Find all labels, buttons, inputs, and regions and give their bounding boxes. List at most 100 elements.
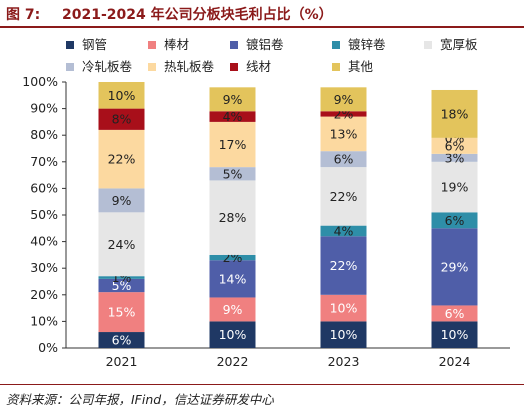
- bar-segment-series-6: [98, 188, 145, 213]
- bar-segment-series-1: [431, 321, 478, 348]
- data-label: 9%: [112, 193, 132, 208]
- bar-segment-series-7: [320, 116, 367, 152]
- legend-label: 镀锌卷: [348, 37, 386, 52]
- bar-segment-series-3: [431, 228, 478, 306]
- legend-item-2: 棒材: [148, 37, 189, 52]
- bar-stack-2021: 6%15%5%1%24%9%22%8%10%: [98, 82, 145, 348]
- bar-segment-series-5: [431, 161, 478, 213]
- data-label: 10%: [441, 327, 469, 342]
- bar-segment-series-3: [320, 236, 367, 295]
- bar-segment-series-7: [98, 129, 145, 189]
- data-label: 29%: [441, 259, 469, 274]
- legend-swatch: [148, 41, 156, 49]
- source-note: 资料来源：公司年报，IFind，信达证券研发中心: [6, 392, 274, 407]
- x-tick-label: 2022: [217, 354, 249, 369]
- axes: 0% 10% 20% 30% 40% 50% 60% 70% 80% 90% 100% 2021 202…: [22, 74, 510, 369]
- data-label: 9%: [223, 92, 243, 107]
- bar-stack-2022: 10%9%14%2%28%5%17%4%9%: [209, 87, 256, 348]
- chart-title: 2021-2024 年公司分板块毛利占比（%）: [62, 7, 333, 23]
- y-tick-label: 100%: [22, 74, 58, 89]
- legend-label: 宽厚板: [440, 37, 478, 52]
- source-divider: [0, 384, 524, 385]
- legend-swatch: [66, 41, 74, 49]
- bar-segment-series-8: [98, 108, 145, 130]
- data-label: 4%: [223, 109, 243, 124]
- bar-segment-series-2: [431, 305, 478, 322]
- y-tick-label: 0%: [38, 340, 58, 355]
- bar-segment-series-4: [320, 225, 367, 237]
- bar-segment-series-5: [320, 167, 367, 226]
- legend-swatch: [66, 63, 74, 71]
- data-label: 19%: [441, 180, 469, 195]
- bar-segment-series-2: [98, 292, 145, 333]
- legend-swatch: [148, 63, 156, 71]
- bar-segment-series-6: [431, 153, 478, 162]
- y-tick-label: 20%: [30, 287, 58, 302]
- legend-swatch: [424, 41, 432, 49]
- y-tick-label: 60%: [30, 180, 58, 195]
- legend-swatch: [332, 41, 340, 49]
- data-label: 13%: [330, 126, 358, 141]
- bar-segment-series-1: [98, 332, 145, 348]
- legend-swatch: [230, 63, 238, 71]
- bar-segment-series-9: [209, 87, 256, 112]
- bar-segment-series-1: [320, 321, 367, 348]
- bar-stack-2023: 10%10%22%4%22%6%13%2%9%: [320, 87, 367, 348]
- bar-segment-series-3: [98, 278, 145, 293]
- bar-segment-series-4: [431, 212, 478, 229]
- x-tick-label: 2024: [439, 354, 471, 369]
- legend-item-1: 钢管: [66, 37, 107, 52]
- data-label: 10%: [219, 327, 247, 342]
- data-label: 15%: [108, 305, 136, 320]
- figure-number: 图 7:: [6, 7, 41, 23]
- y-tick-label: 40%: [30, 234, 58, 249]
- data-label: 6%: [334, 152, 354, 167]
- data-label: 9%: [334, 92, 354, 107]
- bar-segment-series-7: [209, 121, 256, 168]
- data-label: 6%: [445, 306, 465, 321]
- bar-segment-series-5: [98, 212, 145, 277]
- bar-segment-series-6: [209, 167, 256, 181]
- data-label: 10%: [330, 327, 358, 342]
- data-label: 22%: [330, 258, 358, 273]
- data-label: 9%: [223, 302, 243, 317]
- data-label: 10%: [330, 301, 358, 316]
- data-label: 5%: [223, 166, 243, 181]
- data-label: 6%: [445, 213, 465, 228]
- bar-segment-series-9: [98, 82, 145, 109]
- bar-stack-2024: 10%6%29%6%19%3%6%0%18%: [431, 89, 478, 348]
- data-label: 5%: [112, 278, 132, 293]
- legend-label: 热轧板卷: [164, 59, 215, 74]
- bar-segment-series-4: [209, 254, 256, 261]
- legend-item-9: 其他: [332, 59, 374, 74]
- bar-segment-series-3: [209, 260, 256, 298]
- x-tick-label: 2023: [328, 354, 360, 369]
- data-label: 14%: [219, 271, 247, 286]
- legend-item-3: 镀铝卷: [230, 37, 284, 52]
- bar-segment-series-4: [98, 276, 145, 279]
- x-tick-label: 2021: [106, 354, 138, 369]
- data-label: 4%: [334, 223, 354, 238]
- bars: 6%15%5%1%24%9%22%8%10%10%9%14%2%28%5%17%…: [98, 82, 478, 348]
- data-label: 28%: [219, 210, 247, 225]
- data-label: 22%: [108, 152, 136, 167]
- legend-label: 线材: [246, 59, 271, 74]
- legend-item-7: 热轧板卷: [148, 59, 215, 74]
- data-label: 18%: [441, 106, 469, 121]
- data-label: 8%: [112, 112, 132, 127]
- bar-segment-series-8: [320, 111, 367, 117]
- legend-item-4: 镀锌卷: [332, 37, 386, 52]
- bar-segment-series-2: [320, 294, 367, 322]
- bar-segment-series-5: [209, 180, 256, 255]
- legend-label: 钢管: [82, 37, 107, 52]
- legend-item-6: 冷轧板卷: [66, 59, 133, 74]
- legend-label: 冷轧板卷: [82, 59, 133, 74]
- data-label: 3%: [445, 150, 465, 165]
- bar-segment-series-7: [431, 137, 478, 154]
- data-label: 10%: [108, 88, 136, 103]
- data-label: 24%: [108, 237, 136, 252]
- legend-item-5: 宽厚板: [424, 37, 478, 52]
- y-tick-label: 90%: [30, 101, 58, 116]
